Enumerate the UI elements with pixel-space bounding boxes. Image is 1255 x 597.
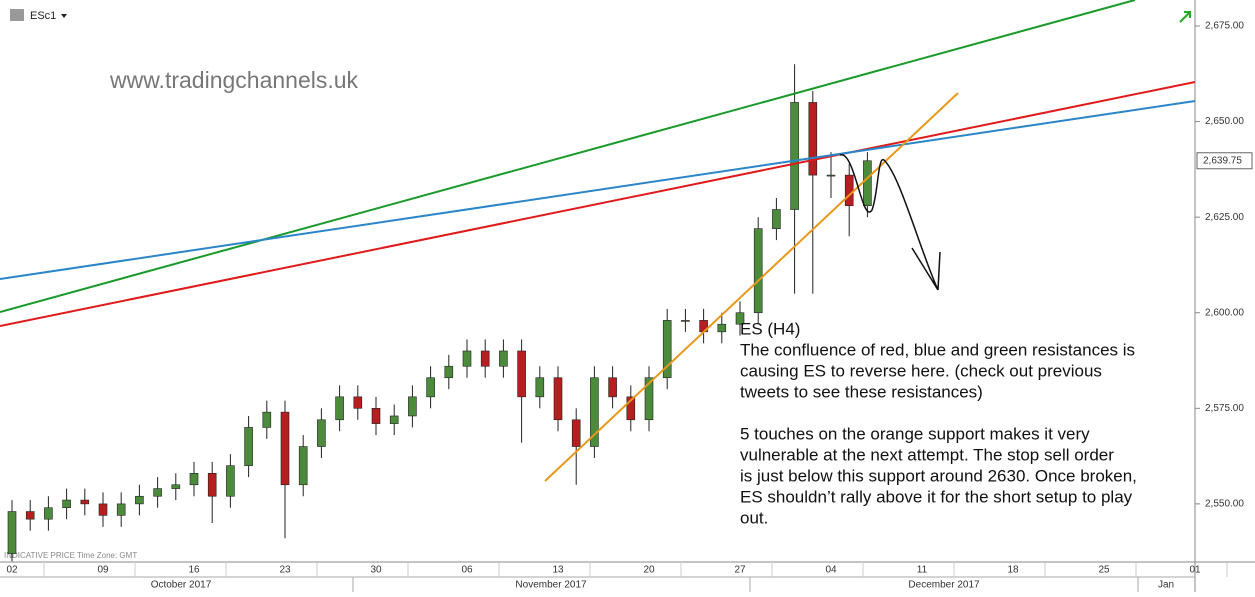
candle-body [462, 350, 472, 367]
month-label: Jan [1158, 580, 1174, 591]
annotation-line: tweets to see these resistances) [740, 382, 983, 401]
candle-body [681, 320, 690, 322]
candle-body [790, 102, 799, 210]
watermark: www.tradingchannels.uk [109, 67, 359, 93]
candle-body [753, 228, 763, 314]
x-tick-label: 23 [279, 565, 291, 576]
annotation-line: causing ES to reverse here. (check out p… [740, 361, 1102, 380]
candle-body [317, 419, 326, 447]
candle-body [717, 323, 727, 333]
y-tick-label: 2,550.00 [1205, 499, 1244, 510]
projection-arrow [839, 154, 941, 291]
x-tick-label: 18 [1007, 565, 1019, 576]
candle-body [335, 396, 344, 421]
candle-body [571, 419, 581, 447]
x-tick-label: 09 [97, 565, 109, 576]
x-tick-label: 06 [461, 565, 473, 576]
candle-body [189, 473, 199, 486]
annotation-line: out. [740, 508, 768, 527]
candle-body [207, 473, 217, 497]
candle-body [262, 411, 272, 428]
x-tick-label: 20 [643, 565, 655, 576]
candle-body [499, 350, 508, 367]
month-label: December 2017 [908, 580, 980, 591]
annotation-line: 5 touches on the orange support makes it… [740, 424, 1090, 443]
red-resistance [0, 81, 1196, 327]
last-price-label: 2,639.75 [1203, 155, 1242, 166]
footer: INDICATIVE PRICE Time Zone: GMT [4, 551, 137, 560]
candle-body [408, 396, 417, 417]
candle-body [808, 102, 818, 176]
blue-resistance [0, 100, 1196, 280]
candle-body [371, 408, 381, 424]
trend-icon [1179, 11, 1191, 23]
candle-body [535, 377, 545, 398]
candle-body [62, 499, 71, 509]
y-tick-label: 2,625.00 [1205, 212, 1244, 223]
candle-body [280, 411, 290, 486]
y-tick-label: 2,675.00 [1205, 21, 1244, 32]
candle-body [171, 484, 181, 489]
candle-body [553, 377, 563, 421]
x-tick-label: 11 [917, 565, 928, 576]
x-tick-label: 01 [1189, 565, 1201, 576]
candle-body [444, 365, 454, 379]
x-tick-label: 25 [1098, 565, 1110, 576]
annotation-line: The confluence of red, blue and green re… [740, 340, 1135, 359]
candle-body [772, 209, 781, 229]
symbol-icon [10, 9, 24, 21]
candle-body [826, 174, 836, 177]
candle-body [389, 415, 399, 424]
x-tick-label: 02 [6, 565, 18, 576]
candle-body [7, 511, 17, 554]
green-resistance [0, 0, 1136, 313]
candle-body [98, 503, 108, 516]
annotation-line: is just below this support around 2630. … [740, 466, 1137, 485]
candle-body [590, 377, 599, 447]
candle-body [353, 396, 363, 409]
candle-body [44, 507, 53, 520]
orange-support [544, 92, 959, 482]
candle-body [153, 488, 162, 497]
y-tick-label: 2,650.00 [1205, 116, 1244, 127]
x-tick-label: 13 [552, 565, 564, 576]
candle-body [25, 511, 35, 520]
candle-body [626, 396, 636, 421]
candle-body [298, 446, 308, 486]
candle-body [735, 312, 745, 325]
candle-body [116, 503, 126, 516]
x-tick-label: 04 [825, 565, 837, 576]
candle-body [426, 377, 435, 398]
last-price-box [1196, 152, 1253, 170]
symbol: ESc1 [30, 10, 56, 22]
candle-body [662, 320, 672, 379]
candle-body [480, 350, 490, 367]
candle-body [244, 427, 253, 466]
y-tick-label: 2,575.00 [1205, 403, 1244, 414]
candle-body [863, 160, 872, 206]
candle-body [80, 499, 90, 505]
candle-body [844, 174, 854, 206]
candles [7, 64, 872, 562]
month-label: November 2017 [515, 580, 587, 591]
y-tick-label: 2,600.00 [1205, 307, 1244, 318]
annotation-line: ES (H4) [740, 319, 800, 338]
x-tick-label: 27 [734, 565, 746, 576]
candle-body [517, 350, 526, 398]
x-tick-label: 16 [188, 565, 200, 576]
annotation: ES (H4) The confluence of red, blue and g… [740, 319, 1137, 527]
x-tick-label: 30 [370, 565, 382, 576]
annotation-line: ES shouldn’t rally above it for the shor… [740, 487, 1133, 506]
candle-body [135, 495, 144, 505]
annotation-line: vulnerable at the next attempt. The stop… [740, 445, 1114, 464]
month-label: October 2017 [151, 580, 212, 591]
symbol-dropdown [61, 14, 67, 18]
candle-body [608, 377, 617, 398]
candle-body [644, 377, 654, 421]
candle-body [226, 465, 235, 497]
